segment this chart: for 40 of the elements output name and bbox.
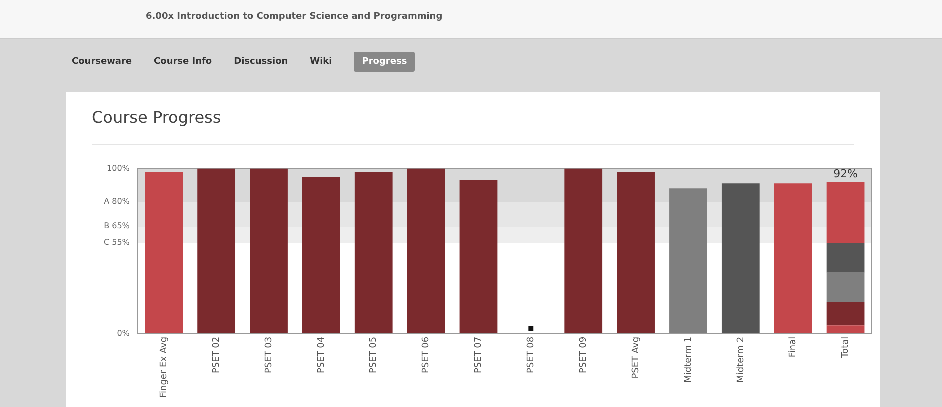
x-tick-label: PSET 06 (422, 336, 432, 374)
x-tick-label: PSET 09 (578, 336, 589, 374)
text: Progress (354, 52, 416, 72)
x-tick-label: Midterm 2 (736, 336, 746, 383)
bar (250, 168, 288, 334)
annotation: ▪ (528, 324, 535, 335)
total-label: 92% (834, 167, 858, 180)
bar (354, 172, 393, 334)
y-tick-label: C 55% (104, 238, 130, 248)
bar (564, 168, 603, 334)
text: Course Info (154, 56, 212, 69)
bar (198, 168, 236, 334)
text: Discussion (234, 56, 288, 69)
bar (460, 180, 498, 334)
bar (407, 168, 446, 334)
x-tick-label: PSET 03 (264, 336, 274, 374)
bar (826, 302, 865, 326)
x-tick-label: PSET Avg (631, 336, 642, 379)
y-tick-label: B 65% (104, 222, 130, 231)
x-tick-label: PSET 02 (212, 336, 222, 374)
text: Courseware (72, 56, 132, 69)
bar (617, 172, 655, 334)
text: Wiki (310, 56, 332, 69)
x-tick-label: PSET 05 (369, 336, 380, 374)
bar (302, 177, 340, 334)
x-tick-label: Total (841, 336, 852, 359)
x-tick-label: Finger Ex Avg (159, 336, 170, 398)
y-tick-label: A 80% (104, 196, 130, 206)
x-tick-label: PSET 07 (474, 336, 484, 374)
y-tick-label: 100% (107, 164, 130, 173)
y-tick-label: 0% (117, 329, 130, 338)
x-tick-label: Final (788, 336, 799, 358)
chart-title: Course Progress (92, 108, 222, 127)
bar (826, 243, 865, 273)
x-tick-label: Midterm 1 (684, 336, 694, 383)
bar (826, 182, 865, 244)
x-tick-label: PSET 08 (526, 336, 537, 374)
bar (826, 272, 865, 303)
x-tick-label: PSET 04 (316, 336, 327, 374)
chart-subtitle: 6.00x Introduction to Computer Science and Programming (146, 12, 443, 22)
